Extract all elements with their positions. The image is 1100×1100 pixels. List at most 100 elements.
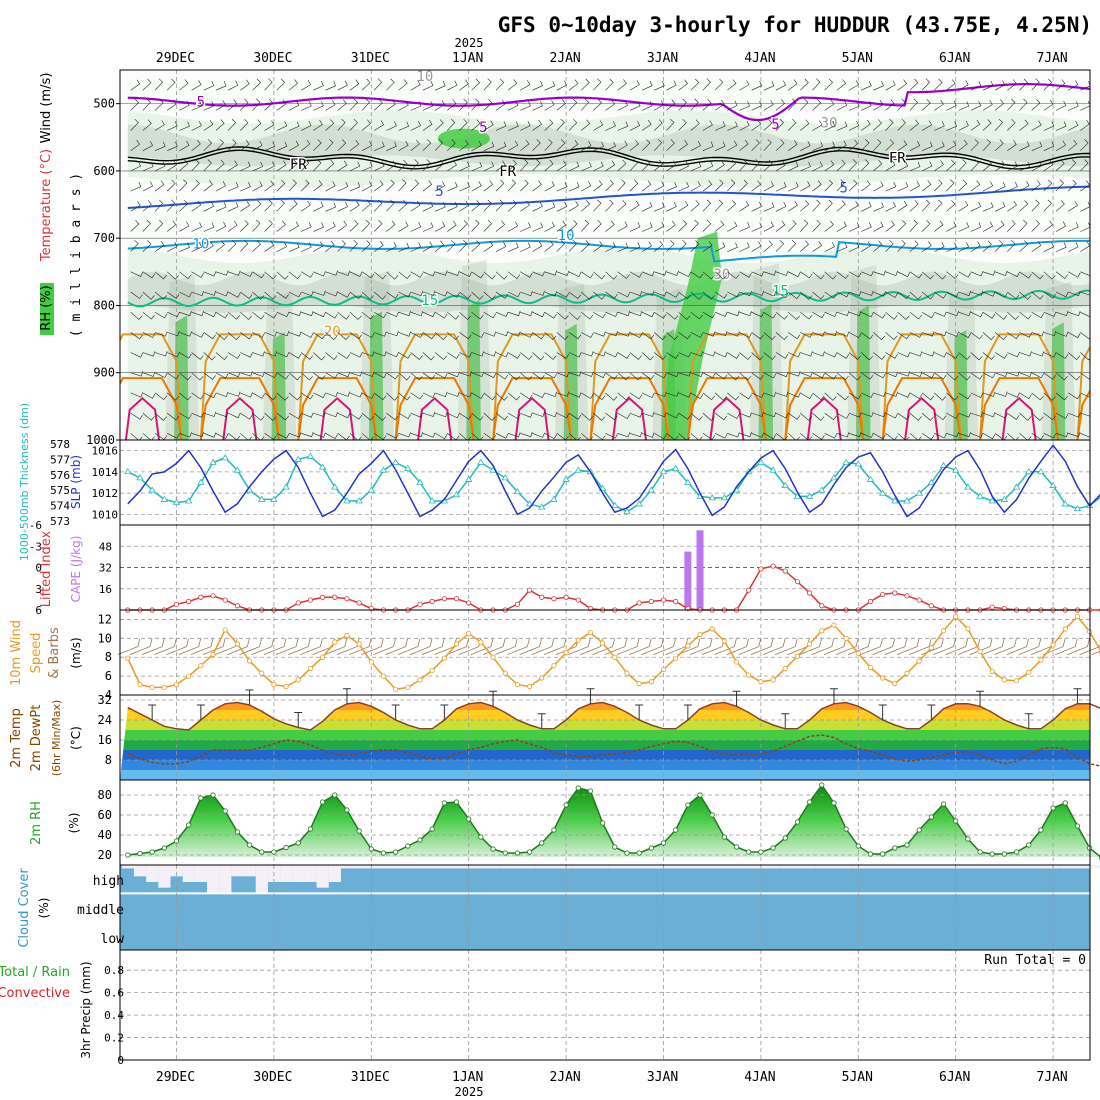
upper-wind-barb xyxy=(264,241,275,252)
upper-wind-barb xyxy=(581,332,594,338)
upper-wind-barb xyxy=(203,120,214,131)
upper-wind-barb xyxy=(897,371,911,377)
surface-wind-barb xyxy=(373,638,396,655)
upper-wind-barb xyxy=(252,371,265,377)
contour-label: FR xyxy=(889,150,906,166)
upper-wind-barb xyxy=(775,118,784,131)
upper-wind-barb xyxy=(374,291,387,300)
rh2m-unit-label: (%) xyxy=(67,813,81,834)
surface-wind-barb xyxy=(884,638,908,655)
lifted-index-point xyxy=(636,600,642,606)
thickness-point xyxy=(647,486,656,493)
date-label-top: 30DEC xyxy=(253,51,292,66)
upper-wind-barb xyxy=(1080,100,1090,111)
upper-wind-barb xyxy=(556,270,570,276)
upper-wind-barb xyxy=(1043,311,1057,317)
cloud-high-gap xyxy=(864,865,877,869)
upper-wind-barb xyxy=(288,179,297,192)
dewpoint-line xyxy=(127,734,1100,767)
upper-wind-barb xyxy=(154,291,167,300)
thickness-point xyxy=(221,454,229,461)
upper-wind-barb xyxy=(240,239,249,252)
cloud-high-gap xyxy=(158,865,171,888)
upper-wind-barb xyxy=(337,160,348,172)
contour-label: 15 xyxy=(421,293,438,309)
upper-wind-barb xyxy=(459,352,472,358)
upper-wind-barb xyxy=(763,202,775,212)
upper-wind-barb xyxy=(775,391,789,397)
cloud-high-gap xyxy=(706,865,719,869)
thickness-point xyxy=(1025,467,1033,475)
upper-wind-barb xyxy=(179,159,189,172)
upper-wind-barb xyxy=(763,332,776,341)
surface-wind-barb xyxy=(117,638,141,655)
upper-wind-barb xyxy=(1007,371,1020,377)
upper-wind-barb xyxy=(714,220,725,232)
contour-30c-loop xyxy=(417,396,453,440)
upper-wind-barb xyxy=(1019,433,1032,440)
slp-tick-label: 1010 xyxy=(92,508,119,521)
upper-wind-barb xyxy=(666,139,675,151)
upper-wind-barb xyxy=(727,79,737,91)
upper-wind-barb xyxy=(179,79,189,91)
upper-wind-barb xyxy=(520,352,533,360)
upper-wind-barb xyxy=(398,271,411,280)
upper-wind-barb xyxy=(361,311,374,320)
rh2m-point xyxy=(1013,849,1020,855)
upper-wind-barb xyxy=(702,291,715,300)
upper-wind-barb xyxy=(386,220,396,232)
upper-wind-barb xyxy=(994,139,1004,151)
upper-wind-barb xyxy=(544,159,554,172)
upper-wind-barb xyxy=(507,100,519,111)
upper-wind-barb xyxy=(873,372,886,379)
upper-wind-barb xyxy=(629,101,641,111)
cloud-high-gap xyxy=(901,865,914,869)
upper-wind-barb xyxy=(179,412,192,420)
upper-wind-barb xyxy=(215,291,229,297)
upper-wind-barb xyxy=(1080,412,1090,417)
upper-wind-barb xyxy=(727,432,740,438)
upper-wind-barb xyxy=(288,242,300,252)
upper-wind-barb xyxy=(434,391,448,397)
upper-wind-barb xyxy=(727,412,740,419)
upper-wind-barb xyxy=(946,140,957,151)
upper-wind-barb xyxy=(775,270,789,276)
thickness-point xyxy=(769,466,777,473)
upper-wind-barb xyxy=(349,79,360,91)
upper-wind-barb xyxy=(471,119,481,131)
upper-wind-barb xyxy=(252,311,265,320)
upper-wind-barb xyxy=(690,271,703,279)
upper-wind-barb xyxy=(142,240,152,252)
thickness-point xyxy=(233,466,242,473)
cloud-high-gap xyxy=(937,865,950,869)
upper-wind-barb xyxy=(702,241,713,252)
upper-wind-barb xyxy=(1007,291,1020,300)
wind-speed-point xyxy=(685,643,691,649)
upper-wind-barb xyxy=(325,100,336,111)
upper-wind-barb xyxy=(848,290,862,297)
lifted-index-axis-label: Lifted Index xyxy=(39,530,54,607)
contour-20c-loop xyxy=(394,333,475,440)
upper-wind-barb xyxy=(727,242,738,252)
upper-wind-barb xyxy=(349,239,358,252)
upper-wind-barb xyxy=(934,330,947,337)
thickness-point xyxy=(611,501,619,508)
upper-wind-barb xyxy=(264,219,273,232)
slp-axis-label: SLP (mb) xyxy=(69,455,83,509)
upper-wind-barb xyxy=(459,392,472,398)
upper-wind-barb xyxy=(751,372,764,380)
cloud-high-gap xyxy=(499,865,512,869)
upper-wind-barb xyxy=(386,179,395,192)
temp-color-band xyxy=(120,770,1090,780)
upper-wind-barb xyxy=(544,433,557,440)
upper-wind-barb xyxy=(228,270,241,276)
surface-wind-barb xyxy=(397,638,421,655)
upper-wind-barb xyxy=(410,139,420,151)
upper-wind-barb xyxy=(532,290,545,296)
upper-wind-barb xyxy=(873,332,886,341)
upper-wind-barb xyxy=(1031,351,1044,357)
upper-wind-barb xyxy=(495,372,509,380)
upper-wind-barb xyxy=(617,372,630,381)
upper-wind-barb xyxy=(398,221,409,232)
